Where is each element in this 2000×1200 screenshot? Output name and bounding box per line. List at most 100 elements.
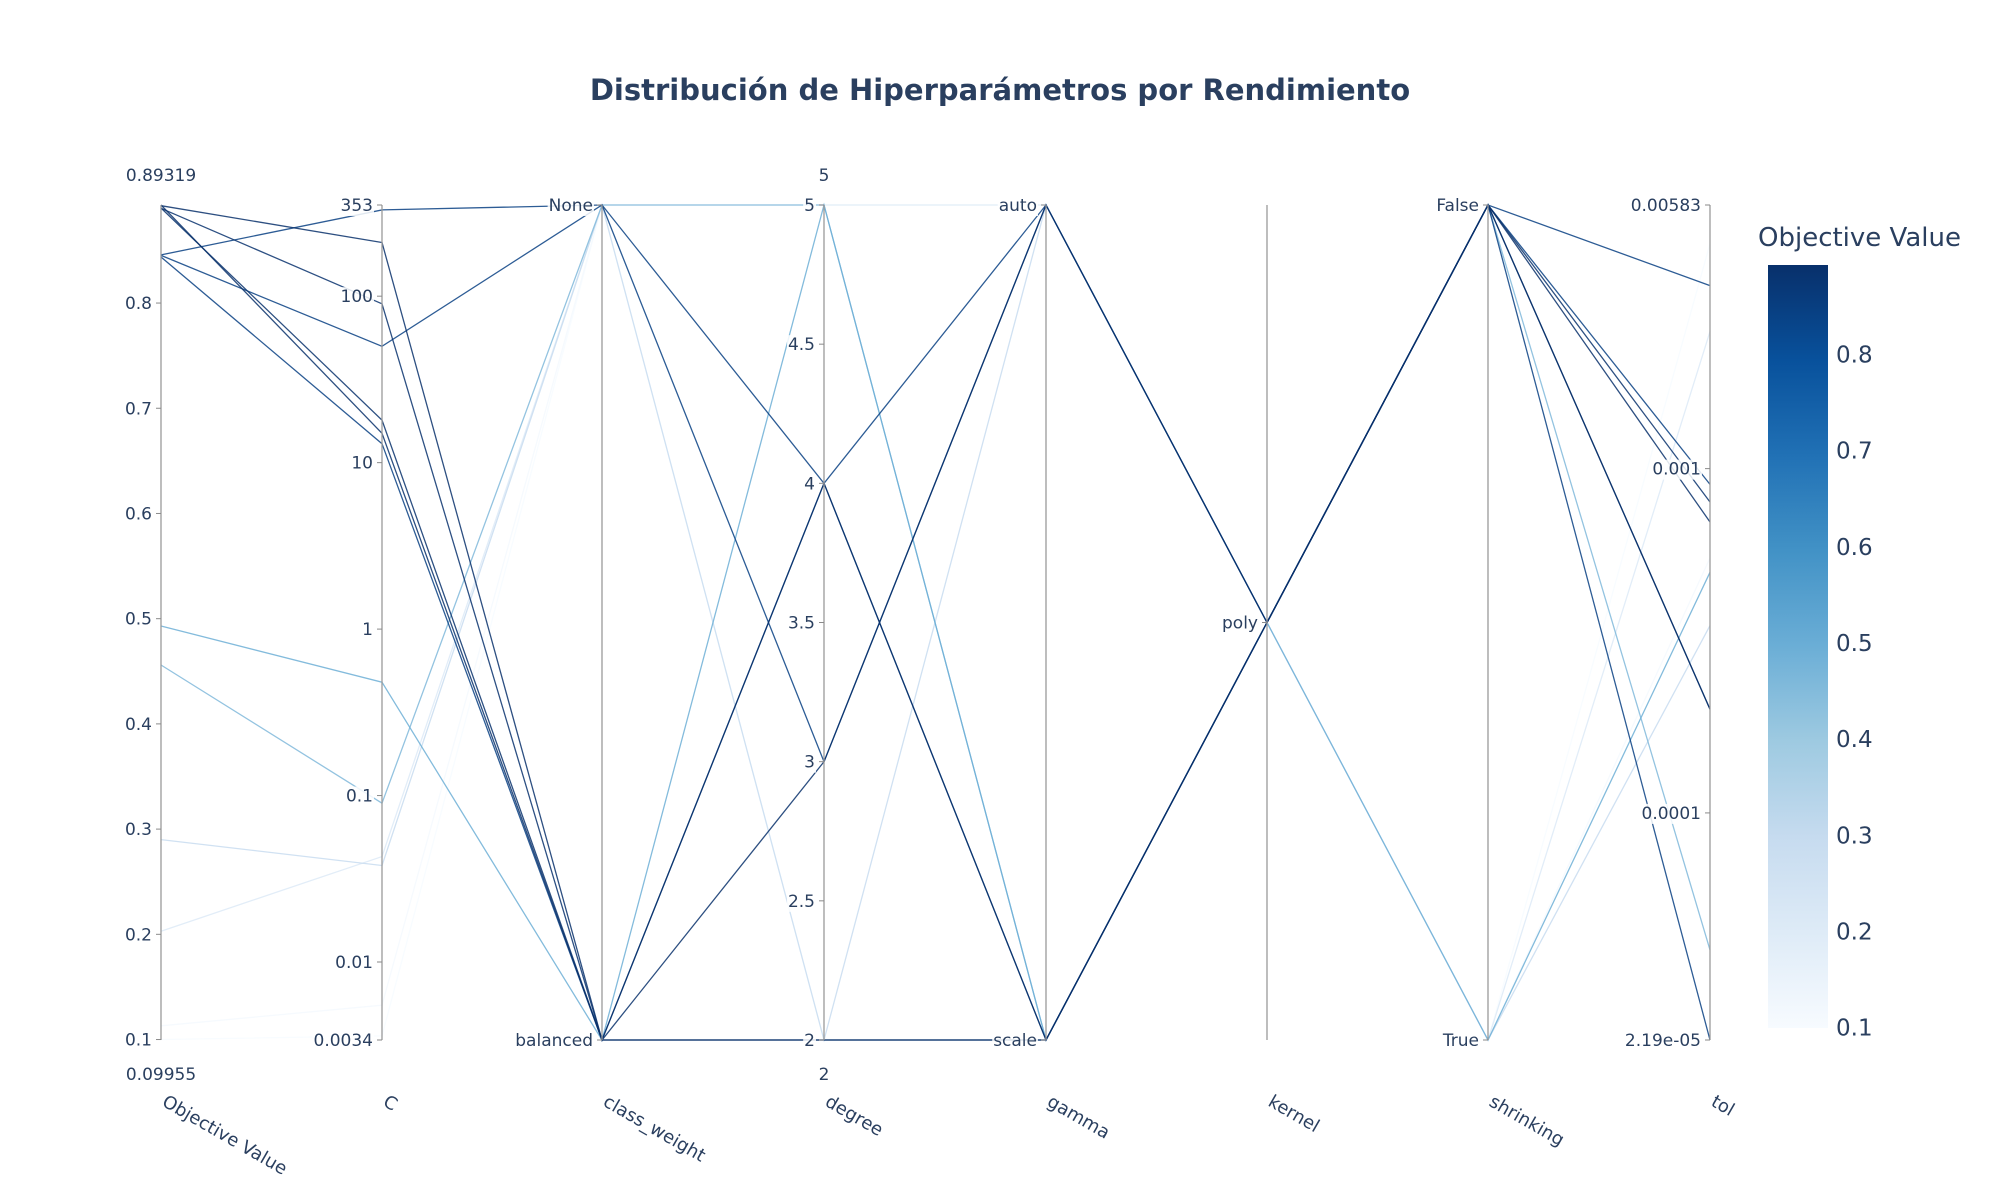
- colorbar-tick-label: 0.7: [1836, 439, 1873, 465]
- colorbar-gradient: [1768, 265, 1828, 1028]
- axis-title-degree: degree: [822, 1091, 887, 1141]
- axis-objective-value: 0.1 0.2 0.3 0.4 0.5 0.6 0.7 0.8 0.89319 0.09955 Ob…: [123, 166, 291, 1180]
- tick-label-halo: [803, 1031, 816, 1051]
- axis-title-gamma: gamma: [1044, 1091, 1114, 1143]
- tick-label-halo: [803, 474, 816, 495]
- tick-label-halo: [344, 786, 374, 807]
- tick-label-halo: [123, 925, 153, 946]
- tick-label-halo: [312, 1031, 374, 1051]
- tick-label-halo: [334, 953, 374, 974]
- tick-label-halo: [1651, 459, 1702, 480]
- tick-label-halo: [803, 752, 816, 773]
- colorbar-tick-label: 0.4: [1836, 727, 1873, 753]
- tick-label-halo: [339, 287, 374, 308]
- axis-shrinking: True False shrinking: [1435, 196, 1568, 1151]
- axis-title-c: C: [380, 1091, 401, 1115]
- axis-tol: 2.19e-05 0.0001 0.001 0.00583 tol: [1623, 196, 1738, 1121]
- tick-label: 0.01: [335, 953, 373, 973]
- tick-label-halo: [123, 504, 153, 525]
- colorbar-tick-label: 0.2: [1836, 919, 1873, 945]
- tick-label: 0.5: [125, 610, 152, 630]
- tick-label-halo: [1435, 196, 1480, 216]
- tick-label-halo: [786, 891, 816, 912]
- tick-label: auto: [999, 196, 1037, 216]
- axis-title-objective-value: Objective Value: [159, 1091, 291, 1179]
- tick-label-halo: [361, 620, 374, 641]
- colorbar-title: Objective Value: [1758, 223, 1961, 253]
- tick-label: 0.7: [125, 399, 152, 419]
- tick-label: 5: [804, 196, 815, 216]
- tick-label: scale: [993, 1031, 1037, 1051]
- tick-label: 0.0034: [314, 1031, 373, 1051]
- axis-range-min: 2: [819, 1065, 830, 1085]
- tick-label-halo: [1221, 613, 1259, 634]
- tick-label-halo: [123, 1030, 153, 1051]
- tick-label-halo: [992, 1031, 1038, 1051]
- axis-title-class-weight: class_weight: [600, 1091, 710, 1166]
- tick-label: 4: [804, 474, 815, 494]
- tick-label: False: [1436, 196, 1479, 216]
- tick-label-halo: [1640, 803, 1702, 824]
- tick-label: 0.3: [125, 820, 152, 840]
- tick-label-halo: [1629, 196, 1702, 216]
- tick-label: 353: [341, 196, 373, 216]
- tick-label-halo: [123, 294, 153, 315]
- tick-label: 3: [804, 753, 815, 773]
- tick-label: 0.8: [125, 294, 152, 314]
- tick-label-halo: [1440, 1031, 1480, 1051]
- axis-title-shrinking: shrinking: [1486, 1091, 1568, 1151]
- axis-c: 0.0034 0.01 0.1 1 10 100 353 C: [312, 196, 401, 1116]
- tick-label: 0.2: [125, 925, 152, 945]
- tick-label: 2.5: [788, 892, 815, 912]
- tick-label: 0.0001: [1642, 804, 1701, 824]
- tick-label: balanced: [515, 1031, 593, 1051]
- tick-label: 0.6: [125, 504, 152, 524]
- tick-label-halo: [339, 196, 374, 216]
- axis-title-kernel: kernel: [1265, 1091, 1324, 1137]
- tick-label-halo: [547, 196, 594, 216]
- tick-label: poly: [1222, 614, 1258, 634]
- tick-label: 2: [804, 1031, 815, 1051]
- tick-label: 2.19e-05: [1625, 1031, 1701, 1051]
- tick-label-halo: [350, 453, 374, 474]
- tick-label: 0.1: [346, 787, 373, 807]
- trial-line: [160, 202, 1711, 1042]
- axis-class-weight: balanced None class_weight: [514, 196, 709, 1167]
- tick-label-halo: [123, 399, 153, 420]
- colorbar: Objective Value 0.1 0.2 0.3 0.4 0.5 0.6 0.7 0.8: [1758, 223, 1961, 1042]
- axis-degree: 2 2.5 3 3.5 4 4.5 55 2 degree: [786, 166, 887, 1141]
- colorbar-tick-label: 0.3: [1836, 823, 1873, 849]
- colorbar-tick-label: 0.1: [1836, 1016, 1873, 1042]
- tick-label: 10: [351, 454, 373, 474]
- tick-label: 0.00583: [1631, 196, 1701, 216]
- tick-label: 0.4: [125, 715, 152, 735]
- axis-range-max: 0.89319: [126, 166, 196, 186]
- colorbar-tick-label: 0.8: [1836, 343, 1873, 369]
- tick-label-halo: [803, 196, 816, 216]
- tick-label: None: [549, 196, 593, 216]
- tick-label: 0.001: [1652, 460, 1701, 480]
- colorbar-tick-label: 0.6: [1836, 535, 1873, 561]
- tick-label: 1: [362, 620, 373, 640]
- tick-label: 3.5: [788, 614, 815, 634]
- tick-label-halo: [123, 714, 153, 735]
- axis-title-tol: tol: [1708, 1091, 1738, 1121]
- tick-label: True: [1442, 1031, 1479, 1051]
- tick-label-halo: [123, 609, 153, 630]
- tick-label-halo: [786, 613, 816, 634]
- colorbar-tick-label: 0.5: [1836, 631, 1873, 657]
- tick-label: 4.5: [788, 335, 815, 355]
- tick-label-halo: [1623, 1031, 1702, 1051]
- trial-lines: [160, 202, 1711, 1043]
- axes-layer: 0.1 0.2 0.3 0.4 0.5 0.6 0.7 0.8 0.89319 0.09955 Ob…: [123, 166, 1738, 1180]
- axis-range-min: 0.09955: [126, 1065, 196, 1085]
- tick-label: 0.1: [125, 1031, 152, 1051]
- tick-label-halo: [786, 335, 816, 356]
- chart-title: Distribución de Hiperparámetros por Rend…: [590, 73, 1410, 107]
- tick-label: 100: [341, 287, 373, 307]
- tick-label-halo: [997, 196, 1038, 216]
- tick-label-halo: [514, 1031, 594, 1051]
- tick-label-halo: [123, 820, 153, 841]
- axis-kernel: poly kernel: [1221, 205, 1323, 1137]
